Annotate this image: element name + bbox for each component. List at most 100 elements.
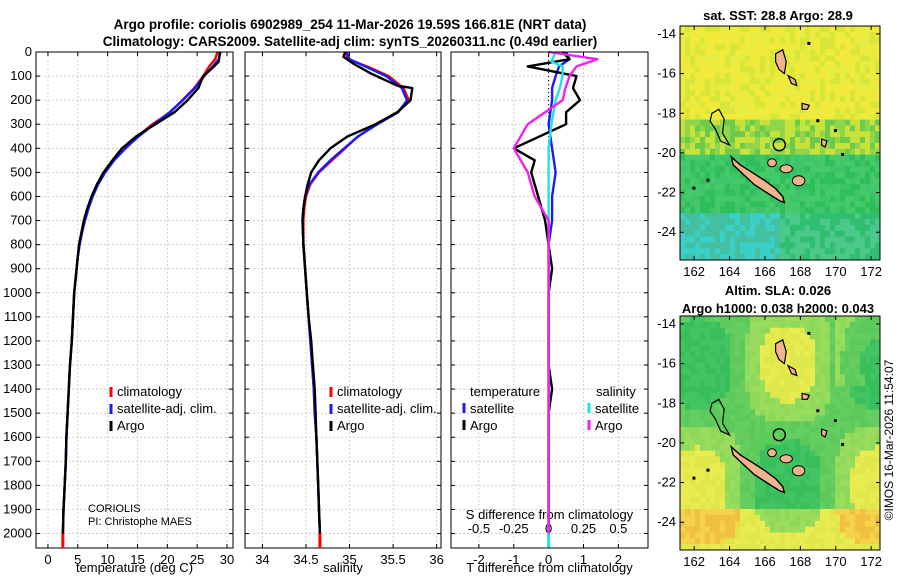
title-line-1: Argo profile: coriolis 6902989_254 11-Ma… (114, 17, 587, 32)
island-grande-terre (730, 154, 786, 204)
island-efate (801, 392, 811, 400)
x-tick-label: 35 (342, 552, 356, 567)
legend-label-sat-t: satellite (470, 401, 514, 416)
x-tick-label: 36 (429, 552, 443, 567)
map-y-tick-label: -16 (657, 356, 676, 371)
island-loyalty (767, 158, 777, 168)
map-y-tick-label: -22 (657, 475, 676, 490)
y-tick-label: 1300 (3, 357, 32, 372)
map-x-tick-label: 172 (860, 554, 882, 569)
x-tick-label: 35.5 (380, 552, 405, 567)
sla-map: 162 164 166 168 170 172 -14 -16 -18 -20 -22 -24 (657, 315, 882, 569)
map-x-tick-label: 166 (754, 264, 776, 279)
map-y-tick-label: -14 (657, 26, 676, 41)
profile-location-marker (772, 428, 786, 442)
map-y-tick-label: -14 (657, 316, 676, 331)
y-tick-label: 1100 (4, 309, 32, 324)
secondary-tick-label: -0.5 (468, 521, 490, 536)
axes-frame (450, 51, 649, 549)
sst-map-title: sat. SST: 28.8 Argo: 28.9 (703, 8, 853, 23)
island-espiritu-santo (775, 338, 787, 365)
map-y-tick-label: -18 (657, 395, 676, 410)
secondary-tick-label: -0.25 (499, 521, 529, 536)
y-tick-label: 1000 (3, 285, 32, 300)
island-loyalty (767, 448, 777, 458)
map-x-tick-label: 162 (683, 264, 705, 279)
x-tick-label: 5 (74, 552, 81, 567)
x-tick-label: 34 (255, 552, 269, 567)
y-tick-label: 1900 (3, 501, 32, 516)
legend-label: Argo (337, 418, 364, 433)
reef-dot (807, 331, 811, 335)
x-axis-label: temperature (deg C) (76, 560, 193, 575)
reef-dot (706, 468, 710, 472)
reef-dot (841, 442, 845, 446)
island-espiritu-santo (775, 48, 787, 75)
y-tick-label: 1800 (3, 477, 32, 492)
title-line-2: Climatology: CARS2009. Satellite-adj cli… (103, 34, 597, 49)
legend-title-salinity: salinity (596, 384, 636, 399)
sst-map: 162 164 166 168 170 172 -14 -16 -18 -20 -22 -24 (657, 25, 882, 279)
sla-map-title: Altim. SLA: 0.026 (725, 283, 831, 298)
profile-location-marker (772, 138, 786, 152)
reef-dot (692, 476, 696, 480)
y-tick-label: 700 (10, 213, 32, 228)
y-tick-label: 1400 (3, 381, 32, 396)
y-tick-label: 200 (10, 92, 32, 107)
reef-dot (706, 178, 710, 182)
island-grande-terre (730, 444, 786, 494)
y-tick-label: 0 (25, 44, 32, 59)
x-tick-label: 0 (44, 552, 51, 567)
map-frame (679, 315, 881, 551)
legend-label-argo-s: Argo (595, 418, 622, 433)
map-x-tick-label: 164 (719, 554, 741, 569)
y-tick-label: 1500 (3, 405, 32, 420)
island-loyalty (791, 175, 806, 187)
axes-frame (35, 51, 234, 549)
legend-label: satellite-adj. clim. (337, 401, 437, 416)
y-tick-label: 400 (10, 140, 32, 155)
legend-label: satellite-adj. clim. (117, 401, 217, 416)
map-y-tick-label: -24 (657, 224, 676, 239)
y-tick-label: 500 (10, 164, 32, 179)
credit-institution: CORIOLIS (88, 503, 141, 515)
map-x-tick-label: 162 (683, 554, 705, 569)
series-line-argo (61, 51, 222, 534)
x-axis-label: T difference from climatology (466, 560, 633, 575)
x-axis-label: salinity (323, 560, 363, 575)
island-loyalty (779, 454, 793, 464)
x-tick-label: 20 (160, 552, 174, 567)
map-y-tick-label: -20 (657, 435, 676, 450)
y-tick-label: 800 (10, 237, 32, 252)
x-tick-label: 2 (615, 552, 622, 567)
y-tick-label: 1200 (3, 333, 32, 348)
secondary-tick-label: 0.5 (609, 521, 627, 536)
reef-dot (841, 152, 845, 156)
x-tick-label: 10 (100, 552, 114, 567)
legend-label: climatology (337, 384, 403, 399)
map-x-tick-label: 164 (719, 264, 741, 279)
grid-lines (36, 51, 233, 548)
sla-map-subtitle: Argo h1000: 0.038 h2000: 0.043 (682, 301, 874, 316)
y-tick-label: 600 (10, 188, 32, 203)
island-loyalty (791, 465, 806, 477)
series-line-s-argo (512, 50, 599, 534)
map-y-tick-label: -22 (657, 185, 676, 200)
series-line-argo (301, 51, 414, 534)
map-x-tick-label: 172 (860, 264, 882, 279)
x-tick-label: 0 (545, 552, 552, 567)
legend-label: Argo (117, 418, 144, 433)
reef-dot (816, 119, 820, 123)
map-field (680, 316, 880, 550)
credit-pi: PI: Christophe MAES (88, 516, 192, 528)
reef-dot (816, 409, 820, 413)
map-x-tick-label: 170 (825, 554, 847, 569)
map-x-tick-label: 168 (790, 264, 812, 279)
reef-dot (807, 41, 811, 45)
map-y-tick-label: -16 (657, 66, 676, 81)
salinity-panel: 34 34.5 35 35.5 36 salinity climatology satelli… (244, 51, 444, 575)
y-tick-label: 2000 (3, 526, 32, 541)
map-x-tick-label: 166 (754, 554, 776, 569)
